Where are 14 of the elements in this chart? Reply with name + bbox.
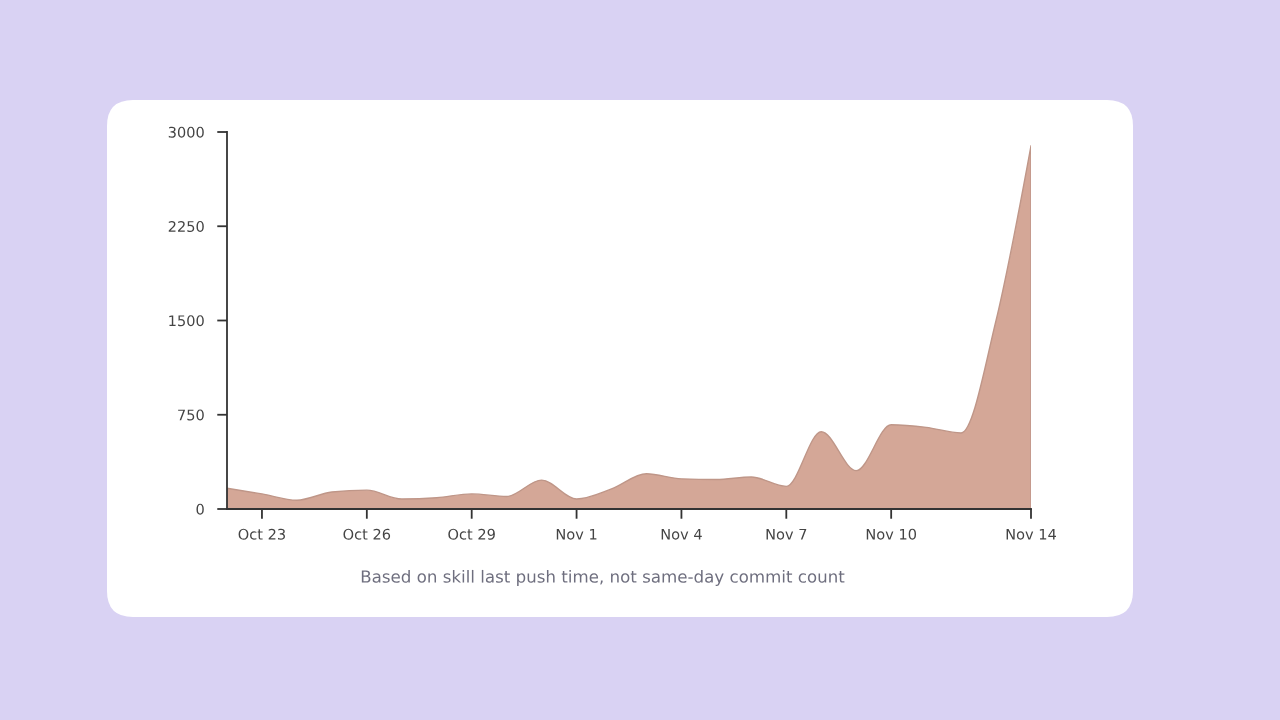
x-tick-label: Nov 14 [1006, 528, 1057, 540]
text: Based on skill last push time, not same-day commit count [361, 569, 845, 587]
y-tick-label: 3000 [168, 126, 204, 138]
x-tick-label: Oct 29 [448, 528, 495, 540]
y-tick-label: 2250 [168, 220, 204, 232]
y-tick-label: 1500 [169, 315, 204, 327]
x-tick-label: Nov 4 [661, 528, 702, 540]
x-tick-label: Nov 10 [866, 528, 917, 540]
x-tick-label: Nov 7 [766, 528, 807, 540]
y-tick-label: 750 [178, 409, 204, 421]
x-tick-label: Oct 23 [238, 528, 285, 540]
y-tick-label: 0 [196, 503, 204, 515]
x-tick-label: Oct 26 [343, 528, 391, 540]
x-tick-label: Nov 1 [556, 528, 597, 540]
